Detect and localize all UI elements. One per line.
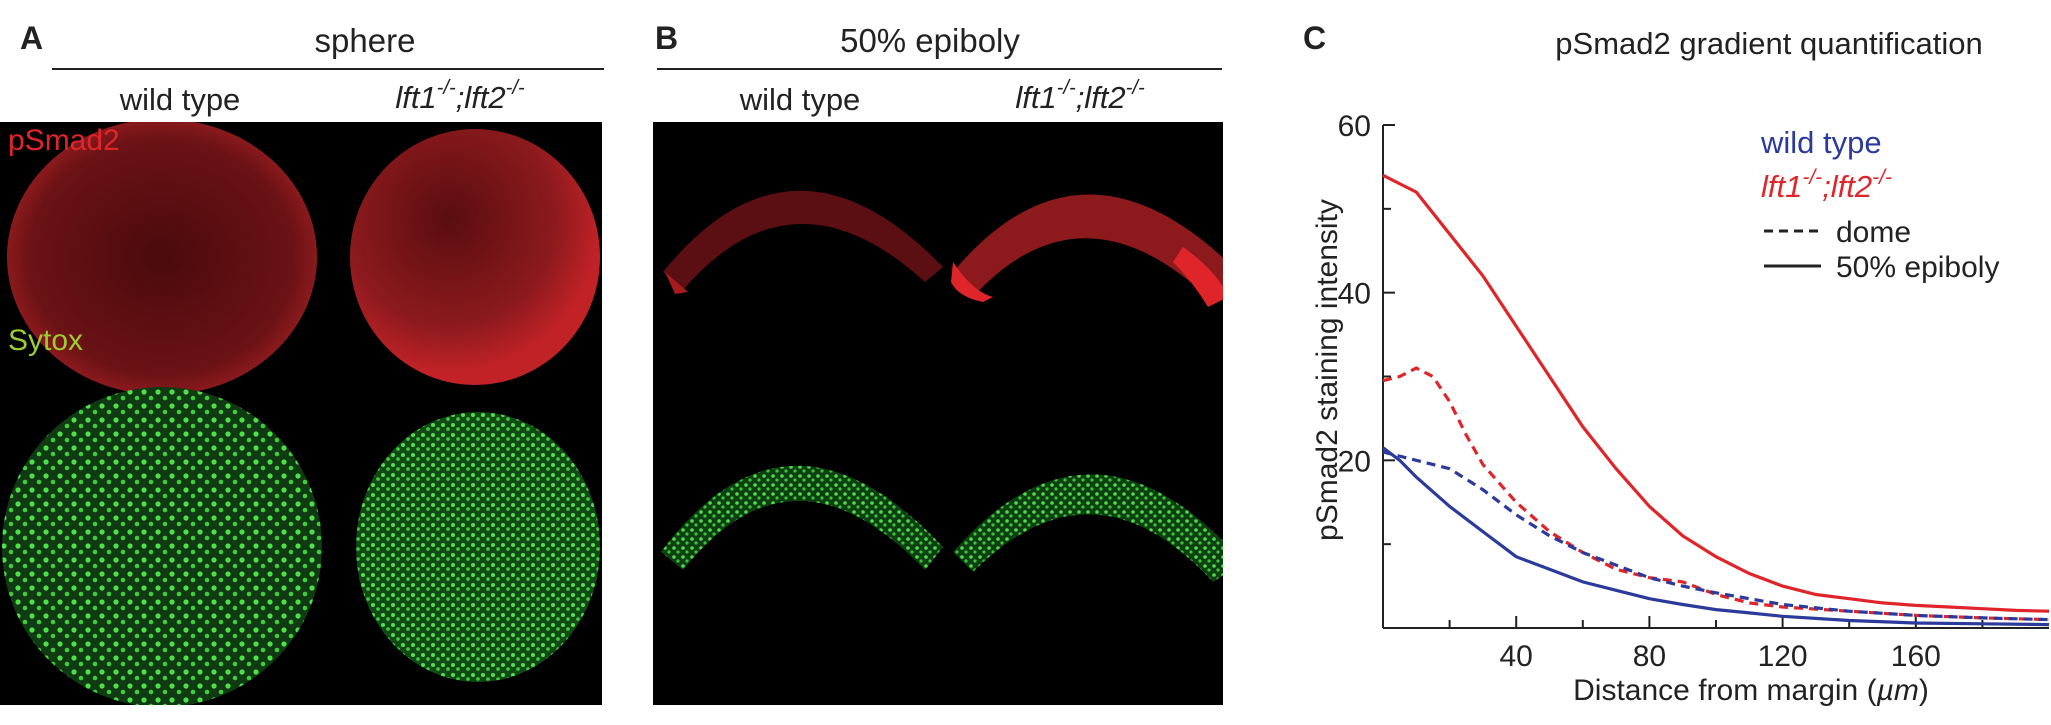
panel-b-title: 50% epiboly xyxy=(840,22,1020,59)
mutant-sphere-green xyxy=(356,412,600,682)
chart-axes xyxy=(1382,125,2049,629)
y-axis-label: pSmad2 staining intensity xyxy=(1311,199,1344,541)
mutant-epiboly-red xyxy=(953,194,1223,302)
panel-a-letter: A xyxy=(20,20,44,56)
legend-epiboly: 50% epiboly xyxy=(1836,251,1999,284)
y-tick-label: 20 xyxy=(1338,445,1371,478)
y-tick-label: 40 xyxy=(1338,278,1371,311)
mutant-epiboly-red-margin-right xyxy=(1173,247,1223,307)
panel-a-micrograph: pSmad2 Sytox xyxy=(0,122,602,705)
panel-b-micrograph xyxy=(653,122,1223,705)
x-tick-label: 40 xyxy=(1500,640,1533,673)
chart-title: pSmad2 gradient quantification xyxy=(1555,26,1982,61)
series-line-50-epiboly-mutant xyxy=(1382,173,2050,613)
panel-a-micrograph-image xyxy=(2,122,600,705)
legend-mutant: lft1-/-;lft2-/- xyxy=(1761,166,1892,204)
chart-lines xyxy=(1382,173,2050,627)
pSmad2-gradient-chart: pSmad2 gradient quantification 20 40 60 40 8… xyxy=(1311,26,2050,707)
panel-b-col-wildtype: wild type xyxy=(739,82,861,117)
x-axis-label: Distance from margin (µm) xyxy=(1573,674,1929,707)
series-line-dome-wildtype xyxy=(1382,450,2050,622)
x-tick-label: 160 xyxy=(1891,640,1941,673)
mutant-epiboly-green xyxy=(953,474,1223,582)
wt-epiboly-green xyxy=(661,465,943,570)
panel-b-letter: B xyxy=(655,20,679,56)
wt-sphere-green xyxy=(2,387,322,705)
panel-a-col-wildtype: wild type xyxy=(119,82,241,117)
y-tick-label: 60 xyxy=(1338,110,1371,143)
panel-a-title: sphere xyxy=(314,22,416,59)
x-tick-label: 80 xyxy=(1633,640,1666,673)
panel-b-col-mutant: lft1-/-;lft2-/- xyxy=(1015,76,1145,115)
chart-ticks: 20 40 60 40 80 120 160 xyxy=(1338,110,1984,673)
wt-epiboly-red xyxy=(663,190,943,290)
legend-dome: dome xyxy=(1836,216,1911,249)
panel-a-rule xyxy=(52,68,604,70)
stain-label-pSmad2: pSmad2 xyxy=(8,124,120,157)
panel-c-letter: C xyxy=(1303,20,1327,56)
mutant-epiboly-red-margin-left xyxy=(951,262,993,302)
series-line-50-epiboly-wildtype xyxy=(1382,446,2050,627)
wt-sphere-red xyxy=(7,122,317,395)
wt-epiboly-red-edge xyxy=(665,272,688,294)
x-tick-label: 120 xyxy=(1758,640,1808,673)
panel-b-rule xyxy=(657,68,1222,70)
panel-b-micrograph-image xyxy=(661,190,1223,582)
stain-label-sytox: Sytox xyxy=(8,324,84,357)
legend-wildtype: wild type xyxy=(1760,125,1882,160)
series-line-dome-mutant xyxy=(1382,366,2050,622)
mutant-sphere-red xyxy=(350,129,600,385)
panel-a-col-mutant: lft1-/-;lft2-/- xyxy=(395,76,525,115)
